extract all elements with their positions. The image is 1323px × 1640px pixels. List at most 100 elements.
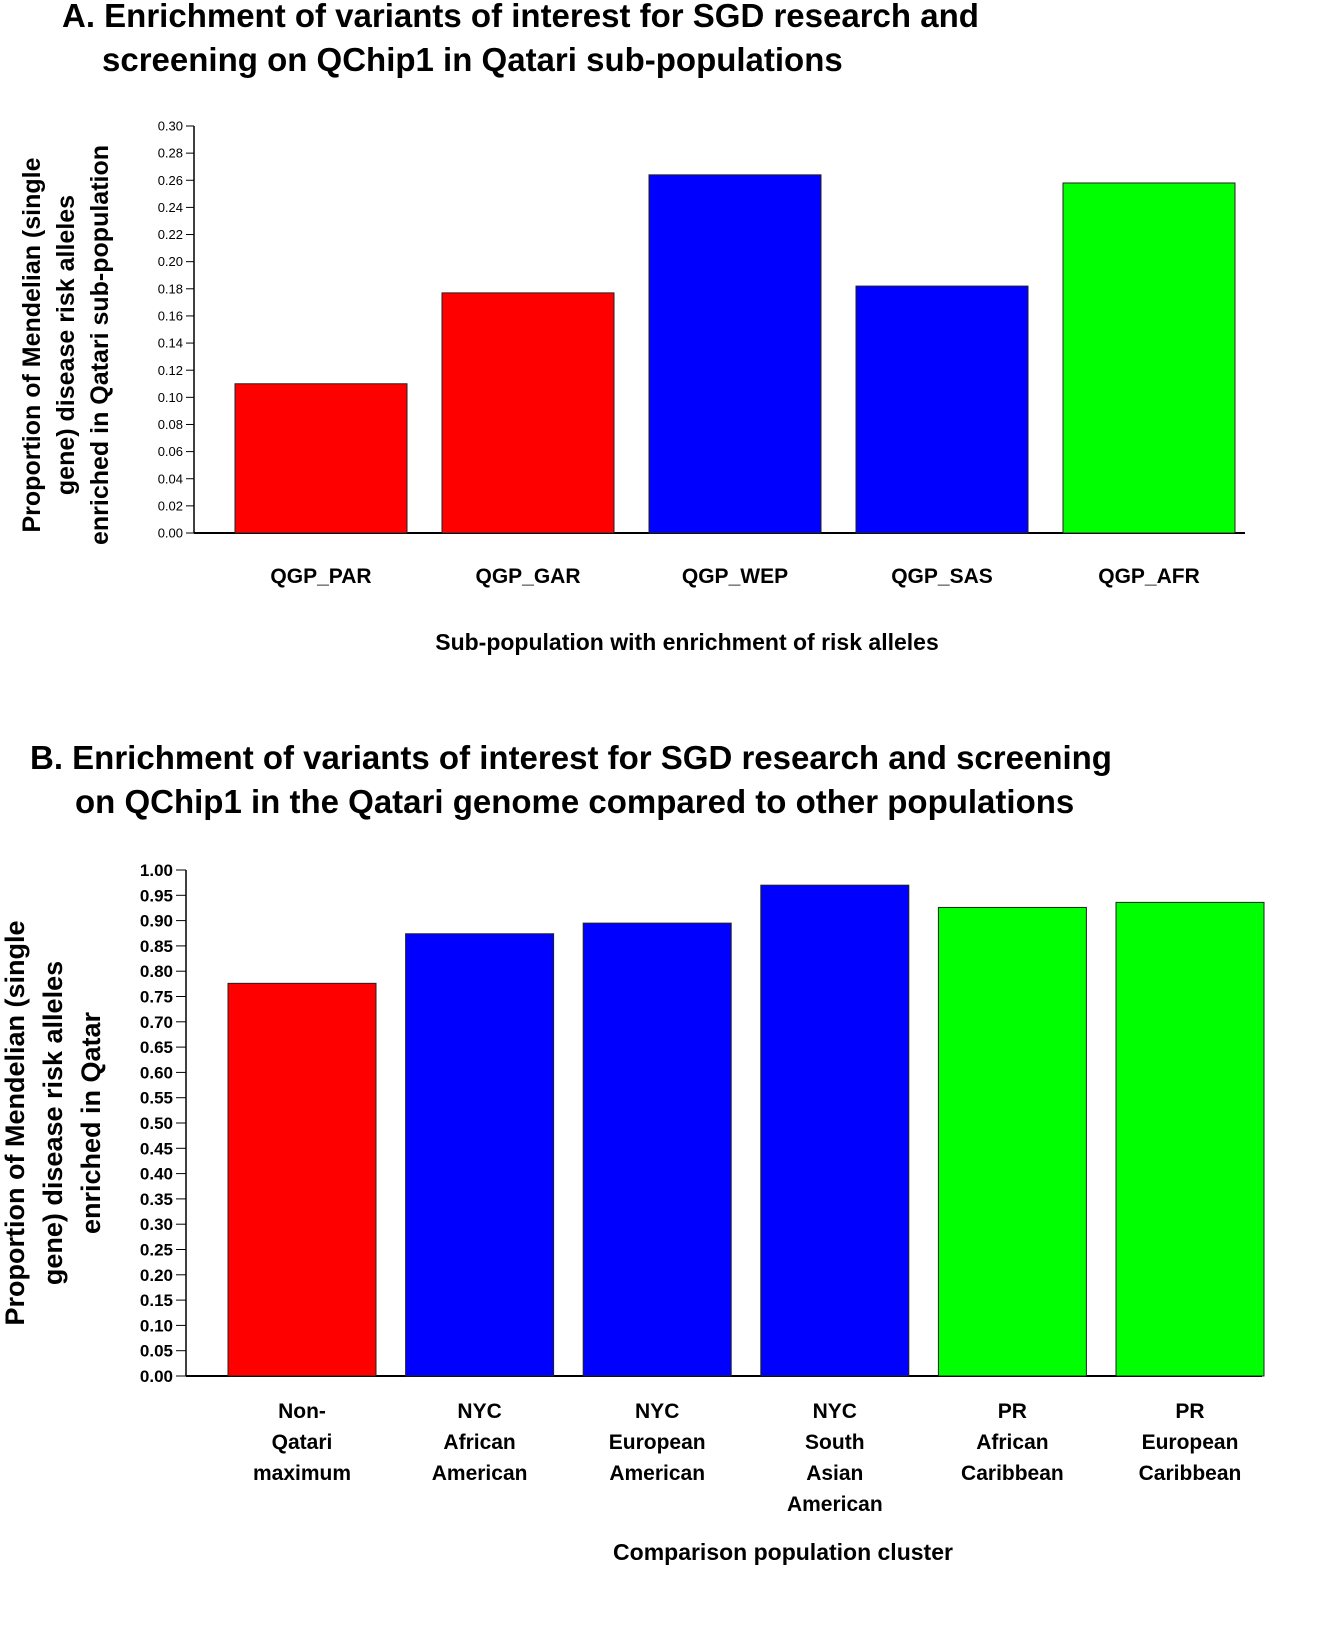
chart-b-category-label: Non- Qatari maximum [253,1400,351,1485]
chart-b-title: B. Enrichment of variants of interest fo… [30,736,1112,824]
chart-b-y-tick-label: 0.45 [140,1139,173,1158]
chart-b-category-label-line: PR [1175,1400,1204,1423]
chart-b-y-tick-label: 0.00 [140,1367,173,1386]
chart-a-y-tick-label: 0.26 [158,173,183,188]
chart-b-category-label-line: European [1142,1431,1239,1454]
chart-a-category-label-line: QGP_SAS [891,565,993,588]
chart-b-y-tick-label: 0.10 [140,1316,173,1335]
chart-b-y-tick-label: 0.25 [140,1240,173,1259]
chart-a-title: A. Enrichment of variants of interest fo… [62,0,979,82]
chart-b-category-label-line: European [609,1431,706,1454]
chart-a-category-label-line: QGP_PAR [270,565,371,588]
chart-b-category-label-line: NYC [635,1400,679,1423]
chart-b-y-tick-label: 0.20 [140,1266,173,1285]
chart-a-title-line2: screening on QChip1 in Qatari sub-popula… [102,41,843,78]
chart-a-y-tick-label: 0.08 [158,417,183,432]
chart-b-category-label: PR European Caribbean [1139,1400,1242,1485]
chart-a-y-tick-label: 0.04 [158,471,183,486]
chart-b-y-axis-label: Proportion of Mendelian (single gene) dis… [0,921,106,1326]
chart-a-category-label-line: QGP_AFR [1098,565,1200,588]
chart-b-y-tick-label: 0.65 [140,1038,173,1057]
chart-a-y-axis-label-line: gene) disease risk alleles [52,195,80,495]
chart-a-y-tick-label: 0.02 [158,498,183,513]
chart-a-category-label: QGP_PAR [270,565,371,588]
chart-b-y-tick-label: 0.80 [140,962,173,981]
chart-a-y-tick-label: 0.24 [158,200,183,215]
chart-b-category-label-line: South [805,1431,864,1454]
chart-a-category-label-line: QGP_WEP [682,565,788,588]
chart-b-y-tick-label: 0.90 [140,912,173,931]
chart-b-bar [760,884,910,1377]
chart-b-y-tick-label: 0.05 [140,1342,173,1361]
chart-a-y-tick-label: 0.30 [158,119,183,134]
chart-b-y-tick-label: 0.50 [140,1114,173,1133]
chart-b-y-tick-label: 0.70 [140,1013,173,1032]
chart-b-y-tick-label: 0.30 [140,1215,173,1234]
chart-b-bar [227,982,377,1377]
chart-a-category-label-line: QGP_GAR [475,565,580,588]
chart-a-bar [441,292,615,534]
chart-b-bar [937,906,1087,1377]
chart-b-category-label-line: American [432,1462,528,1485]
chart-a-y-tick-label: 0.12 [158,363,183,378]
chart-a-bar [855,285,1029,534]
chart-b-y-tick-label: 0.95 [140,886,173,905]
chart-a-y-tick-label: 0.10 [158,390,183,405]
chart-a-bar [234,383,408,534]
chart-b-category-label-line: Qatari [272,1431,333,1454]
chart-b-bar [582,922,732,1377]
chart-b-category-label-line: American [609,1462,705,1485]
chart-b-y-axis-label-line: Proportion of Mendelian (single [0,921,30,1326]
chart-b-category-label-line: Caribbean [961,1462,1064,1485]
chart-a-y-tick-label: 0.16 [158,308,183,323]
chart-a-category-label: QGP_SAS [891,565,993,588]
chart-b-category-label: NYC European American [609,1400,706,1485]
chart-b-y-tick-label: 0.15 [140,1291,173,1310]
chart-a-bar [1062,182,1236,534]
chart-b-category-label-line: Asian [806,1462,863,1485]
chart-a-bar [648,174,822,534]
chart-b-category-label-line: American [787,1493,883,1516]
chart-b-category-label-line: NYC [813,1400,857,1423]
chart-a-y-tick-label: 0.22 [158,227,183,242]
chart-b-y-tick-label: 0.85 [140,937,173,956]
chart-a-y-axis-label-line: enriched in Qatari sub-population [86,145,114,545]
chart-b-title-line2: on QChip1 in the Qatari genome compared … [75,783,1075,820]
chart-b-bar [1115,901,1265,1377]
chart-b-category-label-line: Non- [278,1400,326,1423]
chart-a-y-tick-label: 0.18 [158,281,183,296]
chart-b-category-label-line: Caribbean [1139,1462,1242,1485]
chart-a-category-label: QGP_WEP [682,565,788,588]
chart-b-category-label-line: African [976,1431,1048,1454]
chart-b-bar [405,933,555,1377]
chart-a: 0.00 0.02 0.04 0.06 0.08 0.10 0.12 0.14 0.16 0.18… [18,119,1245,655]
chart-b-y-tick-label: 0.60 [140,1063,173,1082]
chart-b-category-label: NYC South Asian American [787,1400,883,1516]
chart-a-y-tick-label: 0.20 [158,254,183,269]
chart-b-category-label-line: PR [998,1400,1027,1423]
chart-b-x-axis-label: Comparison population cluster [613,1539,953,1565]
chart-a-y-tick-label: 0.00 [158,526,183,541]
chart-b-category-label-line: maximum [253,1462,351,1485]
chart-a-category-label: QGP_GAR [475,565,580,588]
chart-a-title-line1: A. Enrichment of variants of interest fo… [62,0,979,34]
chart-b-y-tick-label: 0.55 [140,1089,173,1108]
chart-a-y-tick-label: 0.06 [158,444,183,459]
chart-a-y-tick-label: 0.14 [158,336,183,351]
chart-b-y-axis-label-line: enriched in Qatar [76,1011,106,1234]
chart-b-category-label-line: NYC [457,1400,501,1423]
chart-b-y-axis-label-line: gene) disease risk alleles [38,961,68,1285]
chart-a-x-axis-label: Sub-population with enrichment of risk a… [435,629,939,655]
chart-a-y-tick-label: 0.28 [158,146,183,161]
chart-b-category-label: NYC African American [432,1400,528,1485]
chart-b-title-line1: B. Enrichment of variants of interest fo… [30,739,1112,776]
chart-a-y-axis-label: Proportion of Mendelian (single gene) dis… [18,145,114,545]
chart-b-y-tick-label: 0.40 [140,1165,173,1184]
chart-b-y-tick-label: 1.00 [140,861,173,880]
chart-a-category-label: QGP_AFR [1098,565,1200,588]
chart-b-y-tick-label: 0.75 [140,987,173,1006]
chart-b-category-label: PR African Caribbean [961,1400,1064,1485]
chart-b-category-label-line: African [443,1431,515,1454]
chart-b-y-tick-label: 0.35 [140,1190,173,1209]
